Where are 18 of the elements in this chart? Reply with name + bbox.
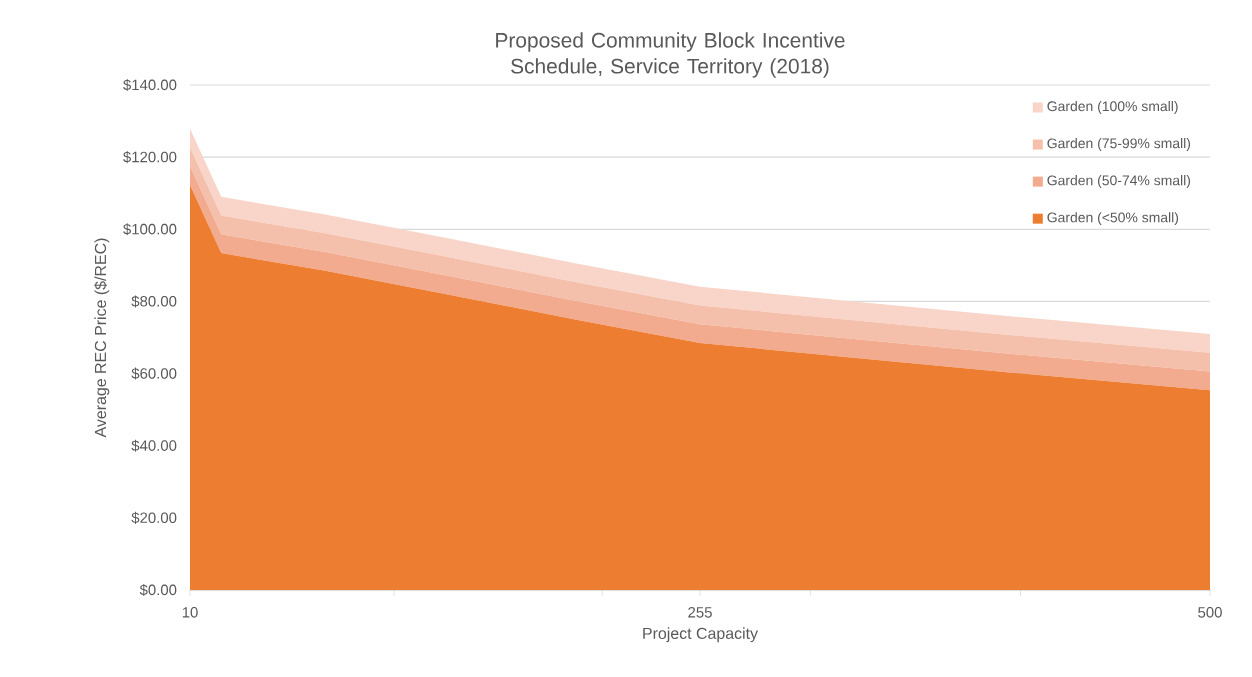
- x-tick-label: 10: [182, 607, 198, 618]
- legend-label: Garden (75-99% small): [1047, 138, 1191, 151]
- y-tick-label: $120.00: [123, 151, 177, 164]
- legend-label: Garden (<50% small): [1047, 212, 1179, 226]
- chart-title: Proposed Community Block Incentive Schedule, Service Territory (2018): [496, 32, 845, 78]
- x-tick-label: 500: [1198, 607, 1222, 618]
- x-axis-title: Project Capacity: [643, 627, 758, 643]
- y-tick-label: $20.00: [131, 511, 177, 524]
- x-tick-label: 255: [688, 607, 712, 618]
- y-tick-label: $0.00: [139, 583, 177, 597]
- legend-label: Garden (100% small): [1047, 100, 1178, 114]
- y-tick-label: $100.00: [123, 223, 177, 236]
- y-axis-title: Average REC Price ($/REC): [94, 238, 110, 438]
- legend-label: Garden (50-74% small): [1047, 175, 1191, 189]
- y-tick-label: $80.00: [131, 295, 177, 308]
- y-tick-label: $40.00: [131, 439, 177, 452]
- y-tick-label: $140.00: [123, 78, 177, 92]
- y-tick-label: $60.00: [131, 367, 177, 380]
